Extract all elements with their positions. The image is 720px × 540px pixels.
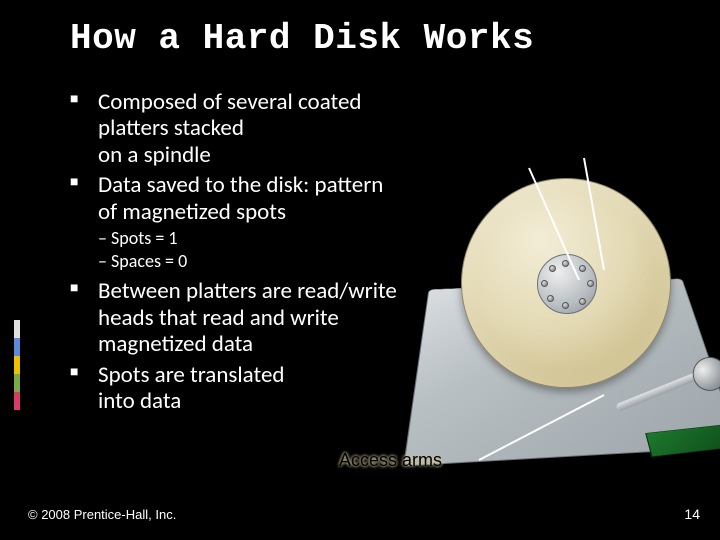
hard-disk-illustration: Access arms <box>409 150 714 490</box>
copyright-footer: © 2008 Prentice-Hall, Inc. <box>28 507 176 522</box>
slide-title: How a Hard Disk Works <box>0 0 720 59</box>
accent-segment <box>14 338 20 356</box>
page-number: 14 <box>684 506 700 522</box>
sub-bullet-group: – Spots = 1– Spaces = 0 <box>98 227 400 272</box>
bullet-item: Between platters are read/write heads th… <box>70 278 400 357</box>
access-arms-label: Access arms <box>339 450 442 471</box>
bullet-list: Composed of several coated platters stac… <box>70 89 400 414</box>
accent-segment <box>14 356 20 374</box>
bullet-item: Data saved to the disk: pattern of magne… <box>70 172 400 272</box>
accent-segment <box>14 320 20 338</box>
callout-lines <box>409 150 714 490</box>
accent-segment <box>14 392 20 410</box>
accent-stripe <box>14 320 20 410</box>
sub-bullet-item: – Spaces = 0 <box>98 250 400 273</box>
accent-segment <box>14 374 20 392</box>
sub-bullet-item: – Spots = 1 <box>98 227 400 250</box>
bullet-item: Composed of several coated platters stac… <box>70 89 400 168</box>
bullet-item: Spots are translatedinto data <box>70 362 400 415</box>
content-area: Composed of several coated platters stac… <box>0 59 400 414</box>
